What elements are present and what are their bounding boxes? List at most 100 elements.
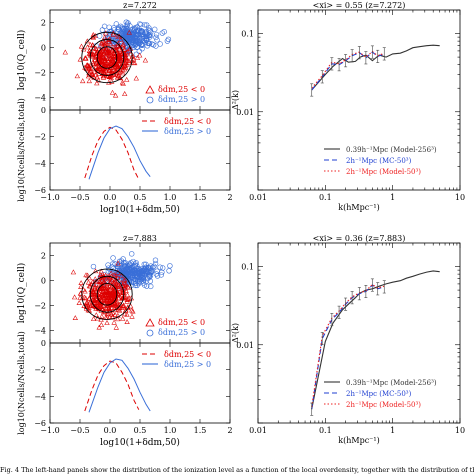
neutral-point xyxy=(110,57,116,63)
neutral-point xyxy=(120,70,126,76)
neutral-point xyxy=(92,45,99,51)
neutral-point xyxy=(126,295,132,301)
y-tick-label: −2 xyxy=(34,302,46,311)
ionized-point xyxy=(130,44,137,51)
distribution-panel: −1.0 −0.5 0.0 0.5 1.0 1.5 2 −6 −4 −2 0 log10(Ncells… xyxy=(17,331,233,448)
density-contour xyxy=(81,268,133,320)
neutral-point xyxy=(106,275,112,281)
ionized-point xyxy=(153,34,159,41)
ionized-point xyxy=(154,37,160,43)
neutral-point xyxy=(85,279,92,285)
neutral-point xyxy=(113,54,119,60)
panel-title: z=7.272 xyxy=(123,1,157,10)
x-tick-label: 10 xyxy=(455,193,465,202)
neutral-point xyxy=(111,287,117,293)
legend-label: δdm,25 > 0 xyxy=(164,127,211,136)
legend-label: 2h⁻¹Mpc (Model-50³) xyxy=(346,401,421,409)
ionized-point xyxy=(139,35,145,42)
power-spectrum-panel: 0.01 0.1 1 10 0.01 0.1 <xi> = 0.55 (z=7.272) Δ²… xyxy=(231,1,465,212)
ionized-point xyxy=(141,261,147,268)
x-tick-label: 1.5 xyxy=(194,193,207,202)
distribution-panel: −1.0 −0.5 0.0 0.5 1.0 1.5 2 −6 −4 −2 0 log10(Ncells… xyxy=(17,98,233,215)
series-line xyxy=(88,358,151,413)
ionized-point xyxy=(136,28,142,34)
neutral-point xyxy=(117,54,123,60)
x-tick-label: 0.5 xyxy=(134,426,147,435)
legend-marker xyxy=(146,96,154,104)
ionized-point xyxy=(136,280,142,287)
neutral-point xyxy=(124,311,130,317)
neutral-point xyxy=(122,285,128,291)
y-tick-label: 2 xyxy=(41,19,46,28)
ionized-point xyxy=(135,28,141,35)
neutral-point xyxy=(92,72,99,78)
ionized-point xyxy=(141,34,147,40)
neutral-point xyxy=(81,303,87,308)
neutral-point xyxy=(91,303,97,309)
ionized-point xyxy=(154,268,160,274)
neutral-point xyxy=(124,319,130,324)
ionized-point xyxy=(105,265,112,271)
neutral-point xyxy=(116,307,123,313)
neutral-point xyxy=(119,295,125,301)
neutral-point xyxy=(120,315,126,321)
x-tick-label: 2 xyxy=(227,193,232,202)
density-contour xyxy=(89,275,125,313)
neutral-point xyxy=(96,56,102,62)
neutral-point xyxy=(77,56,83,62)
neutral-point xyxy=(133,75,139,81)
neutral-point xyxy=(72,315,78,320)
legend-label: δdm,25 > 0 xyxy=(158,95,205,104)
neutral-point xyxy=(88,287,94,292)
ionized-point xyxy=(128,270,134,277)
ionized-point xyxy=(165,36,172,42)
neutral-point xyxy=(102,284,109,290)
y-tick-label: 0.1 xyxy=(241,30,254,39)
y-tick-label: −4 xyxy=(34,159,46,168)
neutral-point xyxy=(84,62,90,68)
neutral-point xyxy=(111,44,117,50)
neutral-point xyxy=(105,55,111,61)
density-contour xyxy=(81,31,133,84)
neutral-point xyxy=(124,292,131,298)
neutral-point xyxy=(95,77,102,83)
y-tick-label: −4 xyxy=(34,94,46,103)
y-axis-label: log10(Ncells/Ncells,total) xyxy=(17,98,26,202)
neutral-point xyxy=(90,316,97,321)
ionized-point xyxy=(151,263,157,269)
neutral-point xyxy=(104,59,110,65)
y-axis-label: log10(Ncells/Ncells,total) xyxy=(17,331,26,435)
legend-marker xyxy=(145,318,155,327)
neutral-point xyxy=(109,292,115,298)
ionized-point xyxy=(90,263,97,270)
ionized-point xyxy=(144,37,150,43)
ionized-point xyxy=(123,32,130,38)
ionized-point xyxy=(107,28,113,35)
y-tick-label: 0.01 xyxy=(236,108,254,117)
neutral-point xyxy=(123,49,129,55)
neutral-point xyxy=(111,319,117,325)
ionized-point xyxy=(134,44,140,51)
ionized-point xyxy=(144,268,150,274)
ionized-point xyxy=(141,273,147,279)
neutral-point xyxy=(106,314,113,320)
ionized-point xyxy=(143,264,149,270)
ionized-point xyxy=(152,260,159,267)
scatter-panel: −4 −2 0 2 z=7.272 log10(Q_cell) δdm,25 < 0δdm,… xyxy=(16,1,231,111)
ionized-point xyxy=(138,29,144,35)
x-tick-label: 1.0 xyxy=(164,193,177,202)
ionized-point xyxy=(133,260,139,266)
neutral-point xyxy=(112,312,118,317)
neutral-point xyxy=(112,273,118,278)
neutral-point xyxy=(123,57,129,63)
legend-label: 2h⁻¹Mpc (Model-50³) xyxy=(346,168,421,176)
neutral-point xyxy=(111,272,117,277)
ionized-point xyxy=(152,26,158,33)
neutral-point xyxy=(71,294,78,300)
neutral-point xyxy=(118,305,125,310)
ionized-point xyxy=(144,275,151,282)
figure-caption: Fig. 4 The left-hand panels show the dis… xyxy=(0,466,474,474)
neutral-point xyxy=(103,41,109,47)
x-axis-label: log10(1+δdm,50) xyxy=(100,437,180,448)
neutral-point xyxy=(82,288,88,294)
